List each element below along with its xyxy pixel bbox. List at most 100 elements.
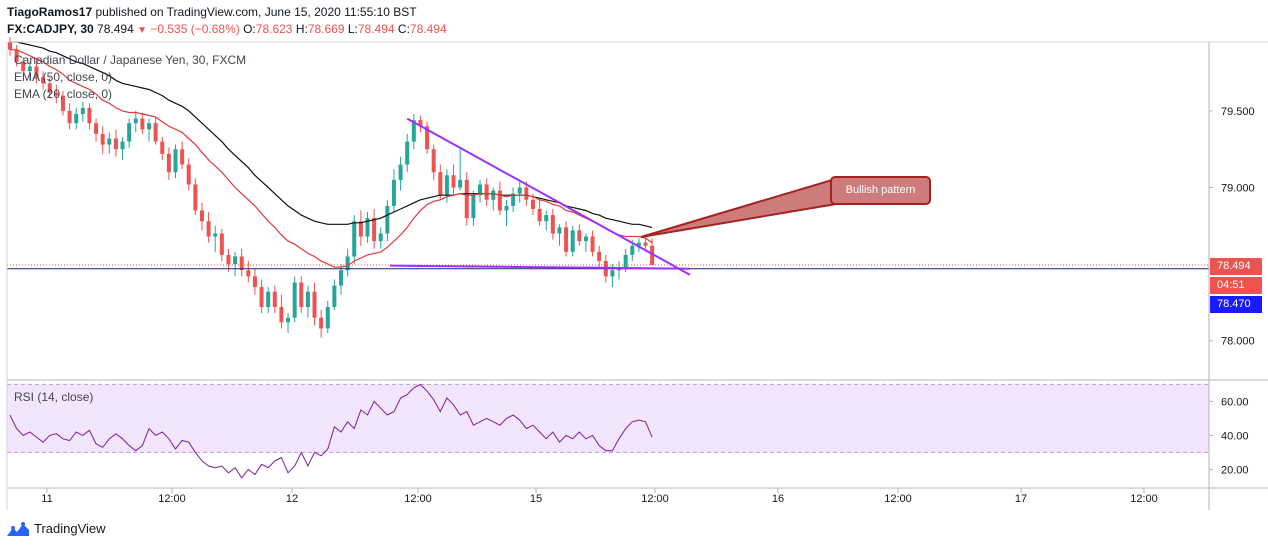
candle-body	[47, 83, 52, 93]
candle-body	[570, 230, 575, 252]
candle-body	[478, 184, 483, 196]
publisher-name[interactable]: TiagoRamos17	[7, 5, 93, 19]
candle-body	[636, 242, 641, 246]
time-tick-label: 17	[1015, 493, 1027, 505]
rsi-tick-label: 40.00	[1221, 430, 1249, 442]
candle-body	[206, 221, 211, 237]
descending-trendline	[406, 117, 691, 276]
tradingview-logo[interactable]: TradingView	[7, 521, 106, 536]
candle-body	[511, 193, 516, 206]
high-value: 78.669	[307, 22, 345, 36]
rsi-tick-label: 20.00	[1221, 464, 1249, 476]
candle-body	[193, 184, 198, 211]
rsi-legend[interactable]: RSI (14, close)	[14, 390, 94, 404]
candle-body	[517, 187, 522, 194]
rsi-band	[7, 383, 1209, 453]
time-tick-label: 11	[41, 493, 52, 505]
symbol-label[interactable]: FX:CADJPY, 30	[7, 22, 94, 36]
candle-body	[590, 236, 595, 252]
candle-body	[530, 199, 535, 209]
candle-body	[497, 190, 502, 211]
candle-body	[623, 254, 628, 268]
candle-body	[147, 123, 152, 130]
candle-body	[444, 175, 449, 196]
candle-body	[537, 208, 542, 222]
chart-title[interactable]: Canadian Dollar / Japanese Yen, 30, FXCM	[14, 53, 247, 67]
candle-body	[252, 276, 257, 288]
time-tick-label: 16	[772, 493, 784, 505]
candle-body	[153, 123, 158, 142]
candle-body	[140, 118, 145, 130]
candle-body	[160, 141, 165, 154]
candle-body	[378, 233, 383, 242]
candle-body	[233, 256, 238, 265]
candle-body	[365, 218, 370, 237]
candle-body	[464, 179, 469, 219]
tradingview-icon	[7, 521, 29, 536]
candle-body	[279, 307, 284, 323]
candle-body	[74, 113, 79, 124]
candle-body	[325, 307, 330, 329]
time-tick-label: 15	[530, 493, 542, 505]
candle-body	[127, 123, 132, 142]
candle-body	[557, 227, 562, 234]
candle-body	[418, 120, 423, 127]
candle-body	[319, 317, 324, 329]
callout-pointer	[640, 178, 838, 238]
candle-body	[524, 187, 529, 200]
rsi-line	[9, 383, 653, 479]
candle-body	[286, 317, 291, 323]
candle-body	[299, 282, 304, 308]
candle-body	[133, 118, 138, 124]
time-tick-label: 12:00	[884, 493, 912, 505]
candle-body	[60, 95, 65, 111]
time-tick-label: 12	[286, 493, 298, 505]
candle-body	[54, 92, 59, 96]
candle-body	[425, 126, 430, 150]
candle-body	[550, 215, 555, 234]
time-tick-label: 12:00	[641, 493, 669, 505]
candle-body	[226, 254, 231, 265]
candle-body	[345, 256, 350, 271]
candle-body	[107, 138, 112, 145]
candle-body	[100, 133, 105, 145]
candle-body	[272, 291, 277, 308]
close-label: C:	[397, 22, 410, 36]
low-label: L:	[347, 22, 358, 36]
candle-body	[583, 236, 588, 242]
open-value: 78.623	[255, 22, 293, 36]
candle-body	[458, 179, 463, 188]
candle-body	[391, 179, 396, 206]
symbol-line: FX:CADJPY, 30 78.494 ▼ −0.535 (−0.68%) O…	[7, 22, 447, 36]
bullish-pattern-callout[interactable]: Bullish pattern	[830, 176, 931, 205]
axes	[6, 41, 1268, 510]
candle-body	[166, 153, 171, 173]
publish-info: published on TradingView.com, June 15, 2…	[95, 5, 417, 19]
candle-body	[67, 110, 72, 124]
last-price-tag: 78.494	[1210, 258, 1262, 275]
candle-body	[305, 291, 310, 308]
bar-countdown-tag: 04:51	[1210, 277, 1262, 294]
open-label: O:	[243, 22, 256, 36]
candle-body	[21, 61, 26, 72]
candle-body	[630, 245, 635, 255]
last-price: 78.494	[97, 22, 134, 36]
price-tick-label: 79.500	[1221, 106, 1255, 118]
candle-body	[34, 66, 39, 78]
candle-body	[372, 218, 377, 242]
ema50-legend[interactable]: EMA (50, close, 0)	[14, 70, 113, 84]
rsi-band-fill	[7, 384, 1209, 453]
candle-body	[266, 291, 271, 308]
candle-body	[484, 184, 489, 200]
candle-body	[94, 123, 99, 134]
ema20-legend[interactable]: EMA (20, close, 0)	[14, 87, 113, 101]
candle-body	[27, 66, 32, 72]
support-trendline	[389, 264, 691, 270]
rsi-line-path	[9, 383, 653, 479]
line-price-tag: 78.470	[1210, 296, 1262, 313]
time-tick-label: 12:00	[158, 493, 186, 505]
candle-body	[259, 287, 264, 308]
candle-body	[213, 233, 218, 237]
ema-lines	[10, 41, 653, 268]
